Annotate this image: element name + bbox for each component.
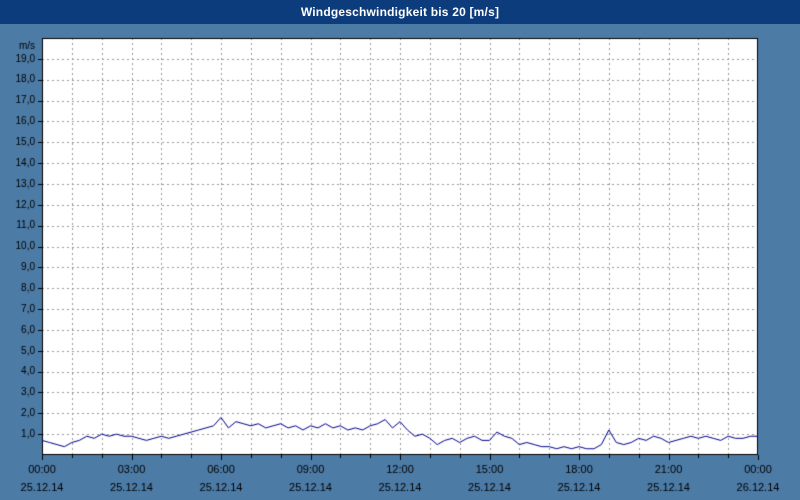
wind-speed-chart-canvas — [0, 24, 800, 500]
chart-title-bar: Windgeschwindigkeit bis 20 [m/s] — [0, 0, 800, 24]
chart-title: Windgeschwindigkeit bis 20 [m/s] — [300, 5, 500, 19]
